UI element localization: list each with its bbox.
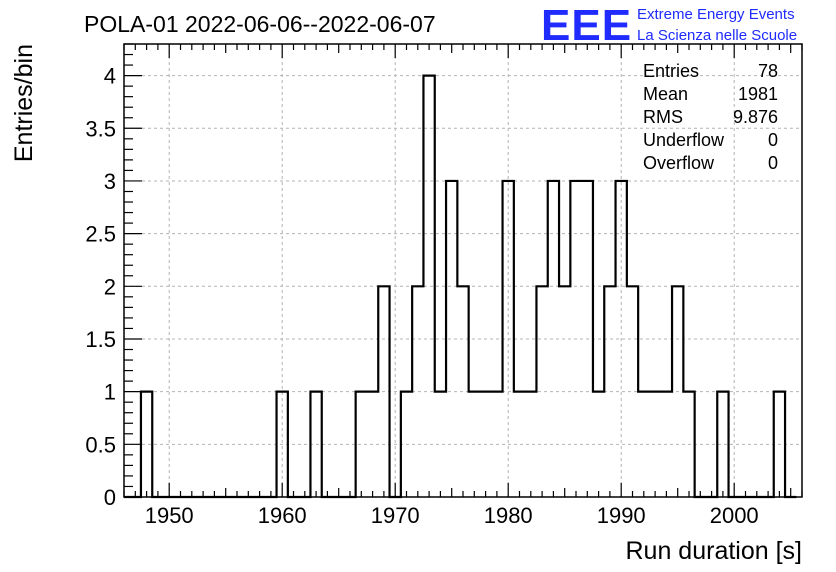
histogram-bin — [627, 286, 638, 497]
histogram-bin — [525, 392, 536, 497]
y-tick-label: 0.5 — [85, 432, 116, 457]
histogram-bin — [457, 286, 468, 497]
histogram-bin — [514, 392, 525, 497]
histogram-bin — [683, 392, 694, 497]
x-tick-label: 1970 — [371, 503, 420, 528]
y-axis-label: Entries/bin — [10, 44, 38, 162]
stats-label: Mean — [643, 84, 688, 104]
y-tick-label: 2 — [104, 274, 116, 299]
stats-value: 78 — [758, 61, 778, 81]
x-tick-label: 1990 — [597, 503, 646, 528]
histogram-bin — [141, 392, 152, 497]
stats-box: Entries 78 Mean 1981 RMS 9.876 Underflow 0 Overf… — [643, 61, 778, 173]
histogram-bin — [435, 392, 446, 497]
histogram-bin — [356, 392, 367, 497]
histogram-bin — [480, 392, 491, 497]
logo-line1: Extreme Energy Events — [637, 6, 795, 23]
histogram-bin — [593, 392, 604, 497]
histogram-bin — [277, 392, 288, 497]
y-tick-label: 3 — [104, 169, 116, 194]
y-tick-label: 0 — [104, 485, 116, 510]
histogram-bin — [717, 392, 728, 497]
stats-label: Overflow — [643, 153, 715, 173]
stats-label: Underflow — [643, 130, 725, 150]
y-axis-ticks: 0 0.5 1 1.5 2 2.5 3 3.5 4 — [85, 44, 142, 510]
x-axis-label: Run duration [s] — [626, 537, 803, 565]
histogram-bin — [446, 181, 457, 497]
histogram-bin — [423, 76, 434, 497]
y-tick-label: 1 — [104, 380, 116, 405]
y-tick-label: 1.5 — [85, 327, 116, 352]
y-tick-label: 4 — [104, 64, 116, 89]
stats-value: 9.876 — [733, 107, 778, 127]
histogram-bin — [310, 392, 321, 497]
histogram-bin — [661, 392, 672, 497]
histogram-bin — [469, 392, 480, 497]
chart-title: POLA-01 2022-06-06--2022-06-07 — [84, 11, 436, 37]
histogram-bin — [536, 286, 547, 497]
x-tick-label: 1950 — [145, 503, 194, 528]
stats-value: 1981 — [738, 84, 778, 104]
y-tick-label: 3.5 — [85, 116, 116, 141]
stats-label: RMS — [643, 107, 683, 127]
histogram-bin — [548, 181, 559, 497]
x-tick-label: 1960 — [258, 503, 307, 528]
histogram-bin — [649, 392, 660, 497]
logo-mark: EEE — [541, 1, 632, 50]
stats-value: 0 — [768, 130, 778, 150]
histogram-bin — [378, 286, 389, 497]
y-tick-label: 2.5 — [85, 222, 116, 247]
histogram-bin — [604, 286, 615, 497]
histogram-bin — [559, 286, 570, 497]
histogram-bin — [401, 392, 412, 497]
histogram-bin — [616, 181, 627, 497]
x-tick-label: 2000 — [710, 503, 759, 528]
histogram-bin — [638, 392, 649, 497]
histogram-bin — [570, 181, 581, 497]
stats-label: Entries — [643, 61, 699, 81]
histogram-bin — [503, 181, 514, 497]
x-tick-label: 1980 — [484, 503, 533, 528]
histogram-bin — [412, 286, 423, 497]
histogram-bin — [774, 392, 785, 497]
eee-logo: EEE Extreme Energy Events La Scienza nel… — [541, 1, 797, 50]
histogram-bin — [672, 286, 683, 497]
histogram-bin — [491, 392, 502, 497]
histogram-bin — [367, 392, 378, 497]
logo-line2: La Scienza nelle Scuole — [637, 27, 797, 44]
histogram-bin — [582, 181, 593, 497]
stats-value: 0 — [768, 153, 778, 173]
